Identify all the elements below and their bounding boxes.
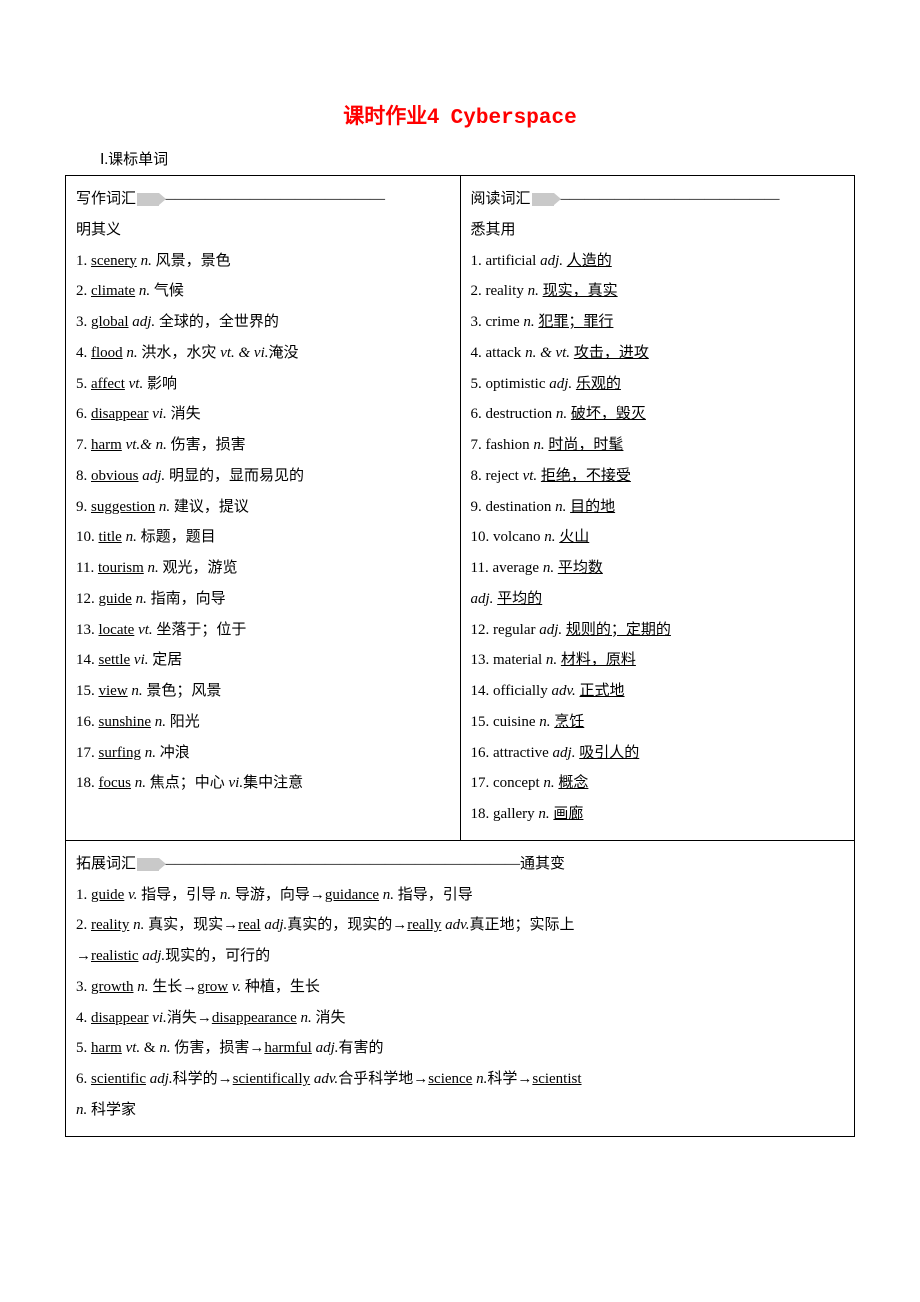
reading-entry: 4. attack n. & vt. 攻击，进攻 [471, 338, 845, 369]
writing-header: 写作词汇——————————————— 明其义 [76, 191, 385, 238]
expand-entry: n. 科学家 [76, 1095, 844, 1126]
expand-entry: 4. disappear vi.消失→disappearance n. 消失 [76, 1003, 844, 1034]
reading-entry: 16. attractive adj. 吸引人的 [471, 738, 845, 769]
writing-entry: 12. guide n. 指南，向导 [76, 584, 450, 615]
reading-list: 1. artificial adj. 人造的2. reality n. 现实，真… [471, 246, 845, 830]
writing-entry: 7. harm vt.& n. 伤害，损害 [76, 430, 450, 461]
writing-entry: 4. flood n. 洪水，水灾 vt. & vi.淹没 [76, 338, 450, 369]
expand-entry: 3. growth n. 生长→grow v. 种植，生长 [76, 972, 844, 1003]
reading-entry: 18. gallery n. 画廊 [471, 799, 845, 830]
writing-entry: 14. settle vi. 定居 [76, 645, 450, 676]
writing-entry: 17. surfing n. 冲浪 [76, 738, 450, 769]
arrow-icon [532, 193, 554, 206]
expand-column: 拓展词汇————————————————————————通其变 1. guide… [66, 840, 855, 1136]
reading-header: 阅读词汇——————————————— 悉其用 [471, 191, 780, 238]
writing-entry: 2. climate n. 气候 [76, 276, 450, 307]
expand-entry: 5. harm vt. & n. 伤害，损害→harmful adj.有害的 [76, 1033, 844, 1064]
section-label: Ⅰ.课标单词 [100, 148, 855, 169]
writing-entry: 9. suggestion n. 建议，提议 [76, 492, 450, 523]
writing-entry: 15. view n. 景色；风景 [76, 676, 450, 707]
writing-entry: 3. global adj. 全球的，全世界的 [76, 307, 450, 338]
reading-entry: 10. volcano n. 火山 [471, 522, 845, 553]
writing-entry: 16. sunshine n. 阳光 [76, 707, 450, 738]
arrow-icon [137, 858, 159, 871]
arrow-icon [137, 193, 159, 206]
reading-entry: 5. optimistic adj. 乐观的 [471, 369, 845, 400]
page-title: 课时作业4 Cyberspace [65, 100, 855, 130]
writing-column: 写作词汇——————————————— 明其义 1. scenery n. 风景… [66, 176, 461, 841]
writing-list: 1. scenery n. 风景，景色2. climate n. 气候3. gl… [76, 246, 450, 800]
writing-entry: 5. affect vt. 影响 [76, 369, 450, 400]
expand-header: 拓展词汇————————————————————————通其变 [76, 856, 565, 872]
expand-list: 1. guide v. 指导，引导 n. 导游，向导→guidance n. 指… [76, 880, 844, 1126]
reading-entry: 13. material n. 材料，原料 [471, 645, 845, 676]
reading-column: 阅读词汇——————————————— 悉其用 1. artificial ad… [460, 176, 855, 841]
title-cn: 课时作业4 [343, 105, 439, 128]
expand-entry: 2. reality n. 真实，现实→real adj.真实的，现实的→rea… [76, 910, 844, 941]
reading-entry: 7. fashion n. 时尚，时髦 [471, 430, 845, 461]
reading-entry: 9. destination n. 目的地 [471, 492, 845, 523]
writing-entry: 11. tourism n. 观光，游览 [76, 553, 450, 584]
reading-entry: 15. cuisine n. 烹饪 [471, 707, 845, 738]
writing-entry: 6. disappear vi. 消失 [76, 399, 450, 430]
reading-entry: 2. reality n. 现实，真实 [471, 276, 845, 307]
writing-entry: 1. scenery n. 风景，景色 [76, 246, 450, 277]
writing-entry: 13. locate vt. 坐落于；位于 [76, 615, 450, 646]
reading-entry: 6. destruction n. 破坏，毁灭 [471, 399, 845, 430]
writing-entry: 10. title n. 标题，题目 [76, 522, 450, 553]
reading-entry: 12. regular adj. 规则的；定期的 [471, 615, 845, 646]
reading-entry-extra: adj. 平均的 [471, 584, 845, 615]
reading-entry: 1. artificial adj. 人造的 [471, 246, 845, 277]
reading-entry: 17. concept n. 概念 [471, 768, 845, 799]
reading-entry: 11. average n. 平均数 [471, 553, 845, 584]
vocab-table: 写作词汇——————————————— 明其义 1. scenery n. 风景… [65, 175, 855, 1137]
title-en: Cyberspace [451, 107, 577, 130]
reading-entry: 3. crime n. 犯罪；罪行 [471, 307, 845, 338]
reading-entry: 14. officially adv. 正式地 [471, 676, 845, 707]
reading-entry: 8. reject vt. 拒绝，不接受 [471, 461, 845, 492]
expand-entry: 1. guide v. 指导，引导 n. 导游，向导→guidance n. 指… [76, 880, 844, 911]
writing-entry: 8. obvious adj. 明显的，显而易见的 [76, 461, 450, 492]
writing-entry: 18. focus n. 焦点；中心 vi.集中注意 [76, 768, 450, 799]
expand-entry: →realistic adj.现实的，可行的 [76, 941, 844, 972]
expand-entry: 6. scientific adj.科学的→scientifically adv… [76, 1064, 844, 1095]
